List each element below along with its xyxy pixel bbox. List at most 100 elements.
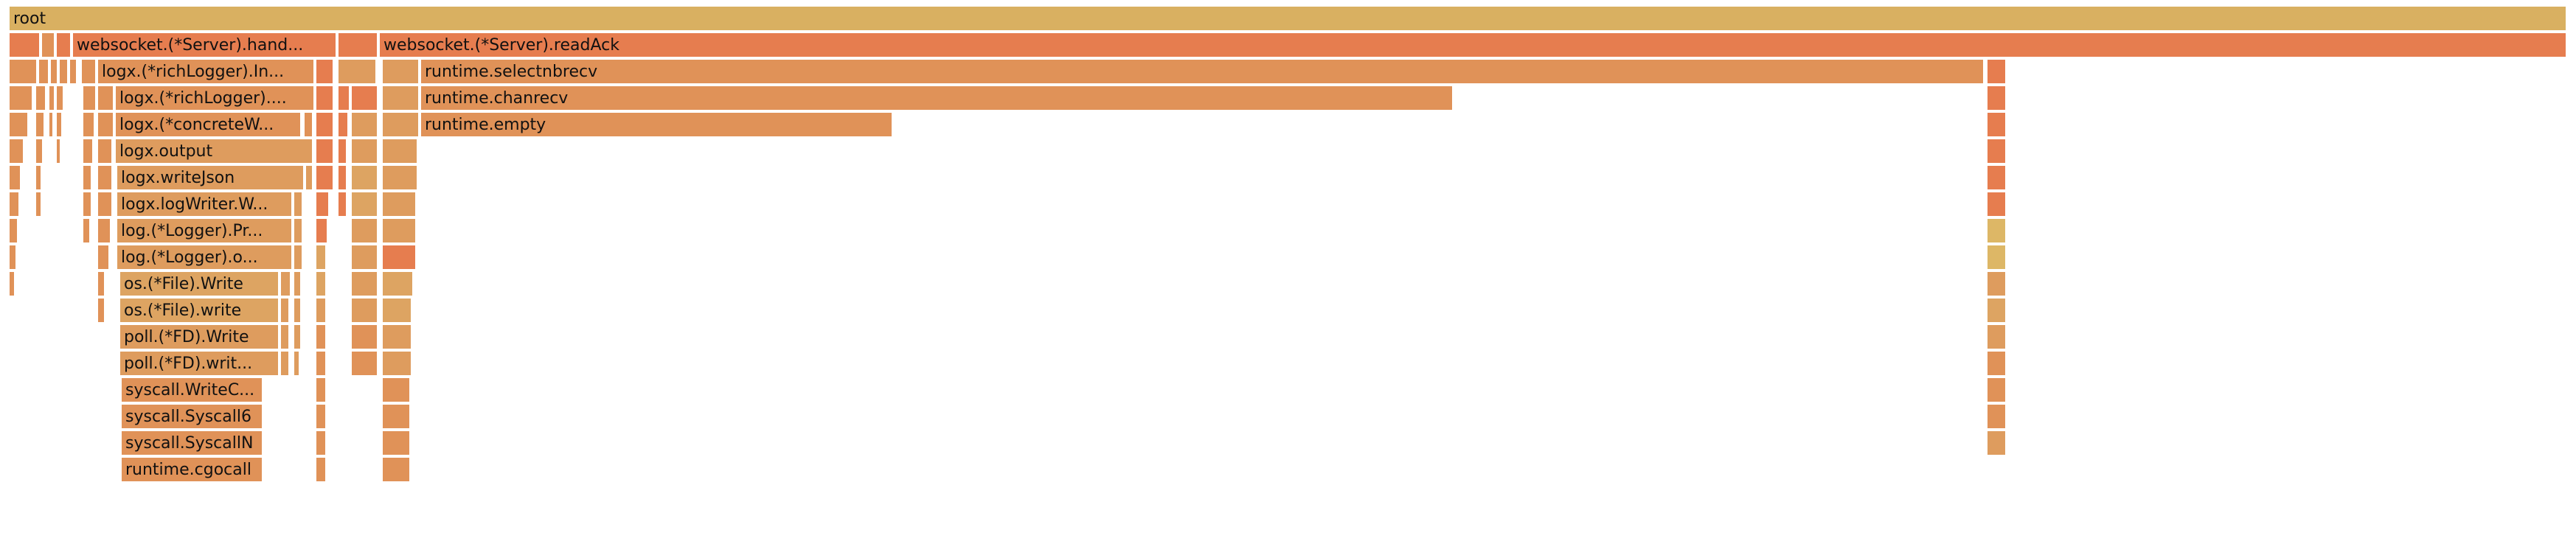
frame-f-r12-f[interactable] — [1986, 324, 2007, 350]
frame-f-r6-c[interactable] — [82, 164, 92, 191]
frame-f-r8-c[interactable] — [97, 217, 111, 244]
frame-f-r7-e[interactable] — [293, 191, 303, 217]
frame-f-r17-b[interactable] — [381, 456, 411, 483]
frame-websocket-readack[interactable] — [378, 32, 2567, 58]
frame-f-r3-e[interactable] — [82, 85, 97, 111]
frame-f-r5-h[interactable] — [350, 138, 378, 164]
frame-f-r7-i[interactable] — [381, 191, 417, 217]
frame-f-r17-a[interactable] — [315, 456, 327, 483]
frame-f-r4-c[interactable] — [48, 111, 54, 138]
frame-f-r3-k[interactable] — [1986, 85, 2007, 111]
frame-f-r15-b[interactable] — [381, 403, 411, 430]
frame-f-r9-d[interactable] — [315, 244, 327, 270]
frame-f-r12-c[interactable] — [315, 324, 327, 350]
frame-f-r4-k[interactable] — [381, 111, 420, 138]
frame-f-r13-e[interactable] — [381, 350, 412, 377]
frame-f-r3-c[interactable] — [48, 85, 55, 111]
frame-f-r6-i[interactable] — [381, 164, 420, 191]
frame-f-r7-d[interactable] — [97, 191, 113, 217]
frame-f-r10-c[interactable] — [280, 270, 291, 297]
frame-runtime-empty[interactable] — [420, 111, 893, 138]
frame-f-r1-b[interactable] — [41, 32, 55, 58]
frame-t-6[interactable] — [76, 58, 79, 270]
frame-f-r1-d[interactable] — [337, 32, 378, 58]
frame-f-r1-c[interactable] — [55, 32, 72, 58]
frame-f-r13-c[interactable] — [315, 350, 327, 377]
frame-f-r7-b[interactable] — [35, 191, 42, 217]
frame-f-r4-g[interactable] — [303, 111, 313, 138]
frame-f-r12-a[interactable] — [280, 324, 290, 350]
frame-f-r12-e[interactable] — [381, 324, 412, 350]
frame-logx-output[interactable] — [114, 138, 313, 164]
frame-f-r14-c[interactable] — [1986, 377, 2007, 403]
frame-f-r10-a[interactable] — [8, 270, 15, 297]
frame-t-9[interactable] — [300, 377, 303, 430]
frame-f-r12-d[interactable] — [350, 324, 378, 350]
frame-f-r3-f[interactable] — [97, 85, 114, 111]
frame-t-1[interactable] — [23, 138, 26, 217]
frame-f-r4-l[interactable] — [1986, 111, 2007, 138]
frame-f-r16-b[interactable] — [381, 430, 411, 456]
frame-f-r4-i[interactable] — [337, 111, 349, 138]
frame-f-r6-b[interactable] — [35, 164, 42, 191]
frame-f-r6-d[interactable] — [97, 164, 113, 191]
frame-f-r2-i[interactable] — [1986, 58, 2007, 85]
frame-f-r2-c[interactable] — [49, 58, 58, 85]
frame-runtime-selectnbrecv[interactable] — [420, 58, 1985, 85]
frame-f-r5-f[interactable] — [315, 138, 334, 164]
frame-f-r3-h[interactable] — [337, 85, 350, 111]
frame-syscall-syscall6[interactable] — [120, 403, 263, 430]
frame-f-r8-g[interactable] — [381, 217, 417, 244]
frame-syscall-write[interactable] — [120, 377, 263, 403]
frame-f-r16-a[interactable] — [315, 430, 327, 456]
frame-t-15[interactable] — [1985, 58, 1987, 111]
frame-f-r15-a[interactable] — [315, 403, 327, 430]
frame-f-r9-c[interactable] — [293, 244, 303, 270]
frame-t-13[interactable] — [417, 138, 420, 217]
frame-logx-writejson[interactable] — [116, 164, 305, 191]
frame-f-r8-a[interactable] — [8, 217, 18, 244]
frame-root[interactable] — [8, 5, 2567, 32]
frame-t-2[interactable] — [29, 111, 32, 270]
frame-f-r9-b[interactable] — [97, 244, 110, 270]
frame-poll-fd-write[interactable] — [119, 324, 280, 350]
frame-logx-richlogger-info[interactable] — [97, 58, 315, 85]
frame-f-r2-d[interactable] — [58, 58, 69, 85]
frame-f-r12-b[interactable] — [293, 324, 302, 350]
frame-f-r9-f[interactable] — [381, 244, 417, 270]
frame-f-r6-h[interactable] — [350, 164, 378, 191]
frame-runtime-chanrecv[interactable] — [420, 85, 1454, 111]
frame-f-r8-b[interactable] — [82, 217, 91, 244]
frame-f-r13-a[interactable] — [280, 350, 290, 377]
frame-f-r4-a[interactable] — [8, 111, 29, 138]
frame-f-r11-d[interactable] — [315, 297, 327, 324]
frame-f-r3-i[interactable] — [350, 85, 378, 111]
frame-f-r6-f[interactable] — [315, 164, 334, 191]
frame-log-logger-output[interactable] — [116, 244, 293, 270]
frame-f-r2-e[interactable] — [69, 58, 97, 85]
frame-f-r7-a[interactable] — [8, 191, 20, 217]
frame-t-11[interactable] — [336, 191, 339, 244]
frame-f-r4-b[interactable] — [35, 111, 45, 138]
frame-logx-richlogger-2[interactable] — [114, 85, 315, 111]
frame-f-r16-c[interactable] — [1986, 430, 2007, 456]
frame-f-r10-h[interactable] — [1986, 270, 2007, 297]
frame-f-r3-a[interactable] — [8, 85, 33, 111]
frame-f-r2-b[interactable] — [38, 58, 49, 85]
frame-f-r3-b[interactable] — [35, 85, 46, 111]
frame-f-r5-i[interactable] — [381, 138, 420, 164]
frame-f-r10-e[interactable] — [315, 270, 327, 297]
frame-f-r4-e[interactable] — [82, 111, 95, 138]
frame-f-r9-e[interactable] — [350, 244, 378, 270]
frame-t-7[interactable] — [79, 58, 82, 297]
frame-f-r5-b[interactable] — [35, 138, 44, 164]
frame-f-r5-d[interactable] — [82, 138, 94, 164]
frame-websocket-handle[interactable] — [72, 32, 337, 58]
frame-f-r13-f[interactable] — [1986, 350, 2007, 377]
frame-f-r7-h[interactable] — [350, 191, 378, 217]
frame-f-r5-g[interactable] — [337, 138, 347, 164]
frame-os-file-write-1[interactable] — [119, 270, 280, 297]
frame-f-r9-a[interactable] — [8, 244, 17, 270]
frame-f-r1-a[interactable] — [8, 32, 41, 58]
frame-f-r6-j[interactable] — [1986, 164, 2007, 191]
